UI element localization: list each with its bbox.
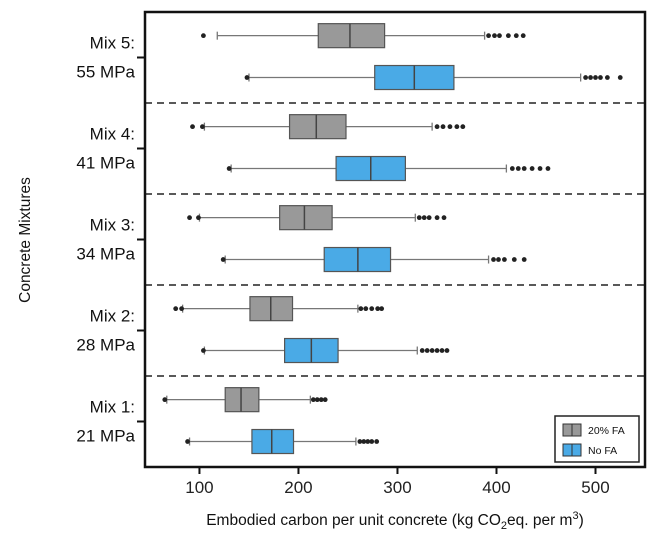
outlier-point xyxy=(322,397,328,403)
outlier-point xyxy=(617,75,623,80)
y-axis-group-labels: Mix 5: 55 MPa Mix 4: 41 MPa Mix 3: 34 MPa Mix … xyxy=(76,33,145,446)
outlier-point xyxy=(537,166,543,171)
group-label-line1: Mix 5: xyxy=(90,33,135,52)
group-label-line2: 34 MPa xyxy=(76,245,135,264)
outlier-point xyxy=(434,124,440,130)
outlier-point xyxy=(521,166,527,171)
outlier-point xyxy=(421,215,427,221)
outlier-point xyxy=(460,124,466,130)
outlier-point xyxy=(492,33,497,39)
box-20-fa xyxy=(224,387,260,413)
outlier-point xyxy=(505,33,511,39)
outlier-point xyxy=(361,439,367,444)
outlier-point xyxy=(497,33,502,39)
legend: 20% FA No FA xyxy=(554,415,640,463)
outlier-point xyxy=(502,257,507,262)
outlier-point xyxy=(357,439,363,444)
outlier-point xyxy=(434,215,440,221)
outlier-point xyxy=(509,166,515,171)
outlier-point xyxy=(190,124,195,130)
outlier-point xyxy=(196,215,201,221)
outlier-point xyxy=(515,166,521,171)
outlier-point xyxy=(162,397,168,403)
outlier-point xyxy=(441,215,447,221)
outlier-point xyxy=(363,306,369,312)
legend-label-20fa: 20% FA xyxy=(588,425,625,437)
outlier-point xyxy=(454,124,460,130)
outlier-point xyxy=(583,75,588,80)
outlier-point xyxy=(201,348,206,353)
outlier-point xyxy=(369,439,375,444)
outlier-point xyxy=(179,306,185,312)
outlier-point xyxy=(511,257,517,262)
outlier-point xyxy=(426,215,432,221)
outlier-point xyxy=(419,348,425,353)
outlier-point xyxy=(439,348,445,353)
box-no-fa xyxy=(251,428,295,455)
group-label-line1: Mix 3: xyxy=(90,215,135,234)
outlier-point xyxy=(358,306,364,312)
outlier-point xyxy=(447,124,453,130)
outlier-point xyxy=(369,306,375,312)
outlier-point xyxy=(486,33,491,39)
outlier-point xyxy=(318,397,324,403)
outlier-point xyxy=(310,397,316,403)
group-label-line2: 55 MPa xyxy=(76,63,135,82)
outlier-point xyxy=(521,257,527,262)
outlier-point xyxy=(444,348,450,353)
outlier-point xyxy=(604,75,610,80)
outlier-point xyxy=(513,33,519,39)
x-tick-label: 100 xyxy=(185,478,213,497)
outlier-point xyxy=(416,215,422,221)
outlier-point xyxy=(491,257,496,262)
x-tick-label: 500 xyxy=(581,478,609,497)
group-label-line1: Mix 4: xyxy=(90,124,135,143)
group-dividers xyxy=(145,102,645,377)
x-tick-label: 400 xyxy=(482,478,510,497)
outlier-point xyxy=(434,348,440,353)
group-label-line2: 41 MPa xyxy=(76,154,135,173)
outlier-point xyxy=(374,439,380,444)
outlier-point xyxy=(598,75,603,80)
outlier-point xyxy=(314,397,320,403)
outlier-point xyxy=(375,306,381,312)
outlier-point xyxy=(496,257,501,262)
box-20-fa xyxy=(279,205,333,231)
outlier-point xyxy=(545,166,551,171)
x-axis-title: Embodied carbon per unit concrete (kg CO… xyxy=(206,510,584,532)
outlier-point xyxy=(429,348,435,353)
outlier-point xyxy=(220,257,226,262)
y-axis-title: Concrete Mixtures xyxy=(17,177,34,303)
x-axis: 100 200 300 400 500 xyxy=(185,467,610,497)
outlier-point xyxy=(244,75,250,80)
outlier-point xyxy=(379,306,385,312)
group-label-line1: Mix 1: xyxy=(90,397,135,416)
outlier-point xyxy=(424,348,430,353)
group-label-line2: 21 MPa xyxy=(76,427,135,446)
group-label-line2: 28 MPa xyxy=(76,336,135,355)
outlier-point xyxy=(187,215,192,221)
outlier-point xyxy=(365,439,371,444)
outlier-point xyxy=(173,306,179,312)
x-tick-label: 200 xyxy=(284,478,312,497)
boxes-layer xyxy=(162,23,623,455)
outlier-point xyxy=(226,166,232,171)
legend-label-nofa: No FA xyxy=(588,445,617,457)
outlier-point xyxy=(185,439,190,444)
outlier-point xyxy=(520,33,526,39)
x-tick-label: 300 xyxy=(383,478,411,497)
outlier-point xyxy=(200,124,205,130)
outlier-point xyxy=(588,75,593,80)
box-20-fa xyxy=(317,23,386,49)
outlier-point xyxy=(529,166,535,171)
outlier-point xyxy=(593,75,598,80)
outlier-point xyxy=(440,124,446,130)
box-20-fa xyxy=(288,114,347,140)
outlier-point xyxy=(201,33,206,39)
group-label-line1: Mix 2: xyxy=(90,306,135,325)
